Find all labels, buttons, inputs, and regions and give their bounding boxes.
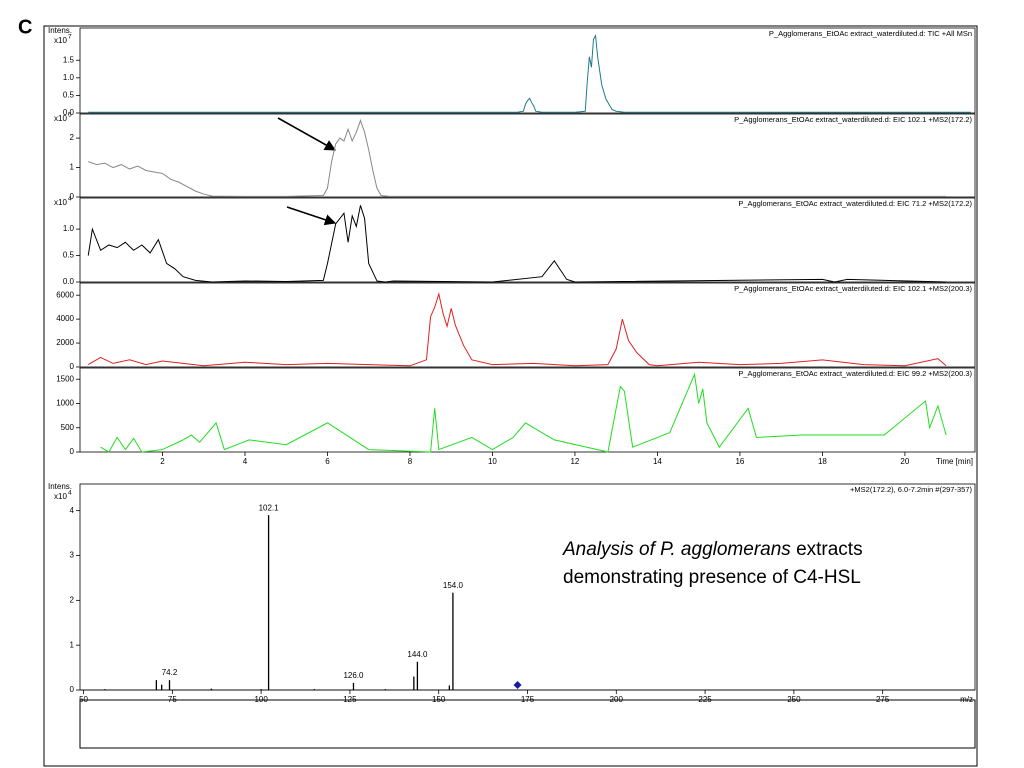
- y-exponent: 7: [68, 34, 72, 41]
- y-tick-label: 0: [70, 447, 75, 456]
- x-tick-label: 16: [735, 457, 744, 466]
- x-tick-label: 225: [698, 695, 712, 704]
- y-tick-label: 1.5: [63, 55, 75, 64]
- y-tick-label: 0.0: [63, 277, 75, 286]
- y-exponent: 4: [68, 196, 72, 203]
- y-label: Intens.: [48, 26, 72, 35]
- x-tick-label: 200: [610, 695, 624, 704]
- peak-label: 102.1: [259, 503, 280, 512]
- y-tick-label: 0: [70, 362, 75, 371]
- panel-title: P_Agglomerans_EtOAc extract_waterdiluted…: [734, 115, 972, 124]
- annotation-italic: Analysis of P. agglomerans: [562, 539, 791, 560]
- y-multiplier: x10: [54, 114, 67, 123]
- y-tick-label: 1.0: [63, 224, 75, 233]
- y-multiplier: x10: [54, 492, 67, 501]
- x-tick-label: 175: [521, 695, 535, 704]
- precursor-marker: [513, 681, 522, 689]
- panel-frame: [79, 282, 976, 368]
- x-tick-label: 18: [818, 457, 827, 466]
- x-tick-label: 125: [343, 695, 357, 704]
- panel-frame: [79, 27, 976, 114]
- empty-frame: [79, 699, 976, 749]
- y-tick-label: 1000: [56, 399, 74, 408]
- y-tick-label: 1: [70, 640, 75, 649]
- x-tick-label: 150: [432, 695, 446, 704]
- x-label: Time [min]: [936, 457, 973, 466]
- x-tick-label: 275: [876, 695, 890, 704]
- panel-label: C: [18, 16, 32, 38]
- panel-title: P_Agglomerans_EtOAc extract_waterdiluted…: [734, 284, 972, 293]
- y-tick-label: 3: [70, 551, 75, 560]
- panel-frame: [79, 197, 976, 283]
- x-tick-label: 8: [408, 457, 413, 466]
- x-tick-label: 2: [160, 457, 165, 466]
- y-multiplier: x10: [54, 36, 67, 45]
- trace: [87, 292, 947, 367]
- panel-title: +MS2(172.2), 6.0-7.2min #(297-357): [850, 485, 972, 494]
- outer-frame: [43, 25, 978, 767]
- y-label: Intens.: [48, 482, 72, 491]
- y-tick-label: 1: [70, 163, 75, 172]
- trace: [88, 34, 971, 113]
- x-tick-label: 75: [168, 695, 177, 704]
- y-tick-label: 0: [70, 685, 75, 694]
- panel-frame: [79, 367, 976, 453]
- x-tick-label: 250: [787, 695, 801, 704]
- y-tick-label: 2000: [56, 338, 74, 347]
- x-tick-label: 14: [653, 457, 662, 466]
- x-tick-label: 10: [488, 457, 497, 466]
- peak-label: 74.2: [162, 668, 178, 677]
- y-tick-label: 6000: [56, 290, 74, 299]
- peak-label: 126.0: [343, 671, 364, 680]
- panel-frame: [79, 113, 976, 198]
- peak-label: 154.0: [443, 581, 464, 590]
- panel-title: P_Agglomerans_EtOAc extract_waterdiluted…: [738, 199, 972, 208]
- y-exponent: 4: [68, 490, 72, 497]
- annotation-rest: extracts: [796, 539, 863, 560]
- y-tick-label: 0.0: [63, 108, 75, 117]
- y-tick-label: 1.0: [63, 73, 75, 82]
- trace: [100, 372, 947, 453]
- panel-title: P_Agglomerans_EtOAc extract_waterdiluted…: [769, 29, 972, 38]
- arrow: [286, 206, 337, 226]
- panel-title: P_Agglomerans_EtOAc extract_waterdiluted…: [738, 369, 972, 378]
- x-tick-label: 4: [243, 457, 248, 466]
- y-tick-label: 2: [70, 595, 75, 604]
- x-tick-label: 50: [79, 695, 88, 704]
- annotation-line2: demonstrating presence of C4-HSL: [563, 567, 861, 588]
- y-tick-label: 1500: [56, 374, 74, 383]
- y-tick-label: 0: [70, 192, 75, 201]
- peak-label: 144.0: [407, 650, 428, 659]
- x-tick-label: 100: [254, 695, 268, 704]
- x-tick-label: 12: [570, 457, 579, 466]
- y-tick-label: 2: [70, 133, 75, 142]
- y-tick-label: 4: [70, 506, 75, 515]
- y-exponent: 5: [68, 112, 72, 119]
- x-tick-label: 20: [900, 457, 909, 466]
- y-tick-label: 4000: [56, 314, 74, 323]
- y-tick-label: 0.5: [63, 251, 75, 260]
- trace: [87, 205, 947, 283]
- x-label: m/z: [960, 695, 973, 704]
- y-multiplier: x10: [54, 198, 67, 207]
- arrow: [277, 117, 336, 151]
- annotation: Analysis of P. agglomerans extracts: [562, 539, 863, 560]
- y-tick-label: 0.5: [63, 91, 75, 100]
- y-tick-label: 500: [61, 423, 75, 432]
- x-tick-label: 6: [325, 457, 330, 466]
- trace: [88, 118, 947, 197]
